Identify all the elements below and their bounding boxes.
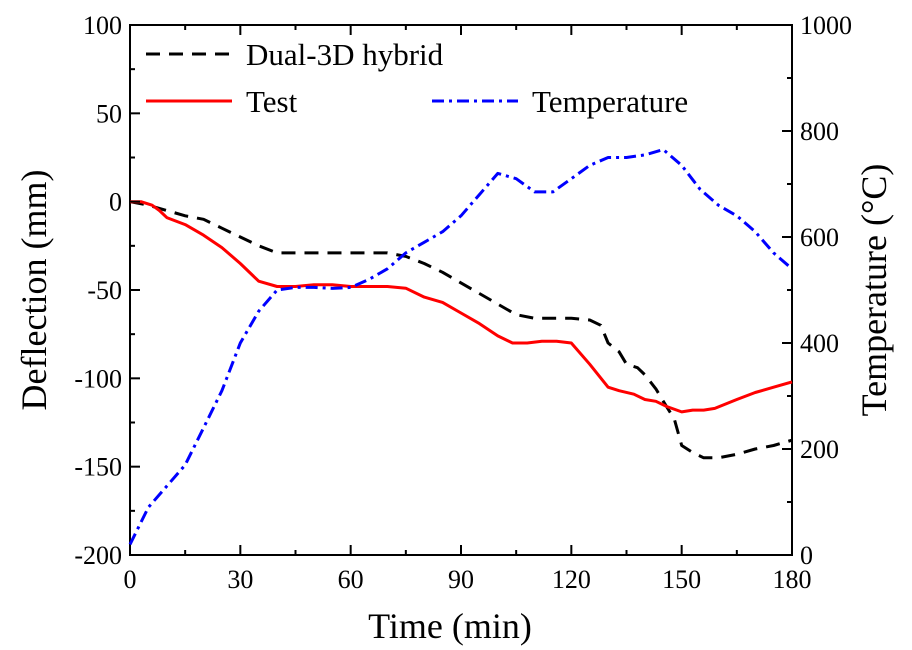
- tick-layer: 0 30 60 90 120 150 180-200-150-100-50050100020…: [74, 11, 852, 594]
- x-tick-label: 0: [124, 565, 137, 594]
- legend-label-test: Test: [246, 84, 298, 119]
- y-tick-label: -150: [74, 453, 122, 482]
- y2-tick-label: 400: [800, 329, 839, 358]
- y2-axis-title: Temperature (°C): [854, 164, 894, 417]
- legend-label-dual-3d-hybrid: Dual-3D hybrid: [246, 37, 444, 72]
- y-tick-label: 100: [83, 11, 122, 40]
- series-line-temperature: [128, 148, 793, 546]
- plot-frame: [129, 24, 793, 556]
- y-tick-label: -100: [74, 364, 122, 393]
- legend-label-temperature: Temperature: [532, 84, 688, 119]
- x-tick-label: 180: [773, 565, 812, 594]
- x-axis-title: Time (min): [368, 606, 532, 646]
- y-tick-label: -200: [74, 541, 122, 570]
- y-axis-title: Deflection (mm): [14, 170, 54, 411]
- legend: Dual-3D hybrid Test Temperature: [146, 37, 688, 119]
- y-tick-label: 0: [109, 188, 122, 217]
- y-tick-label: -50: [87, 276, 122, 305]
- x-tick-label: 120: [552, 565, 591, 594]
- x-tick-label: 60: [338, 565, 364, 594]
- x-tick-label: 150: [662, 565, 701, 594]
- y2-tick-label: 600: [800, 223, 839, 252]
- y2-tick-label: 0: [800, 541, 813, 570]
- y2-tick-label: 200: [800, 435, 839, 464]
- series-line-dual-3d-hybrid: [129, 200, 793, 460]
- x-tick-label: 30: [227, 565, 253, 594]
- y-tick-label: 50: [96, 99, 122, 128]
- series-layer: [128, 148, 793, 546]
- y2-tick-label: 1000: [800, 11, 852, 40]
- series-line-test: [130, 200, 793, 414]
- x-tick-label: 90: [448, 565, 474, 594]
- y2-tick-label: 800: [800, 117, 839, 146]
